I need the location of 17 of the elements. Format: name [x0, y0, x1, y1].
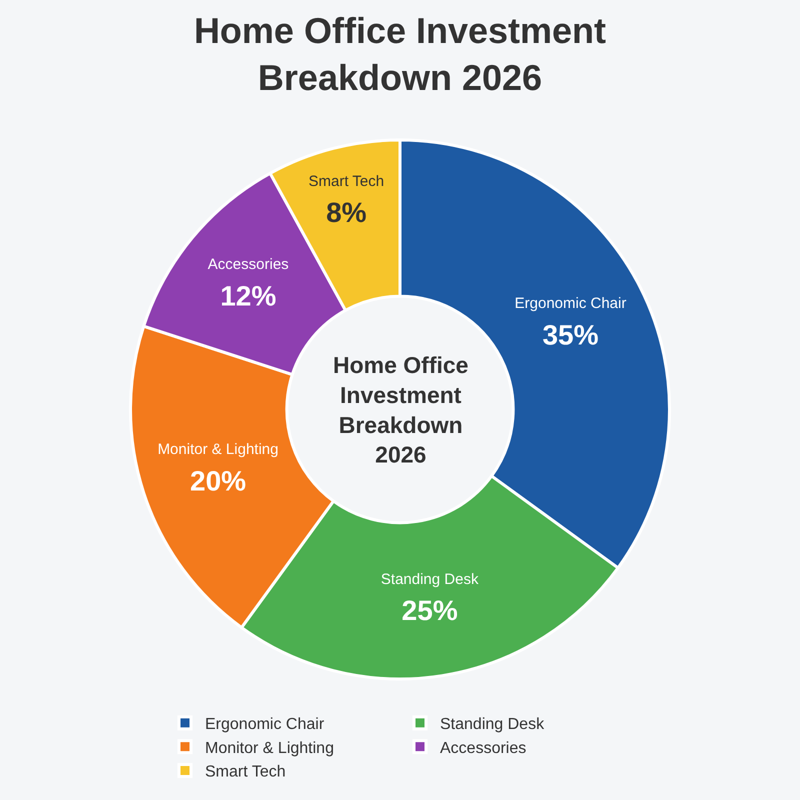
slice-label: Ergonomic Chair — [514, 294, 626, 312]
data-label: 12% — [220, 280, 276, 312]
data-label: 8% — [326, 197, 367, 228]
chart-title: Home Office Investment Breakdown 2026 — [194, 10, 606, 98]
slice-label: Accessories — [208, 256, 289, 274]
text: Home Office Investment Breakdown 2026 — [333, 352, 468, 468]
slice-label: Monitor & Lighting — [158, 440, 278, 458]
data-label: 35% — [542, 319, 599, 350]
data-label: 20% — [190, 465, 246, 496]
legend-label: Standing Desk — [440, 716, 546, 734]
legend-label: Smart Tech — [205, 764, 286, 781]
legend-label: Accessories — [440, 740, 526, 757]
slice-label: Smart Tech — [308, 172, 384, 190]
legend-label: Ergonomic Chair — [205, 716, 325, 734]
data-label: 25% — [402, 595, 458, 626]
slice-label: Standing Desk — [380, 570, 479, 588]
legend-label: Monitor & Lighting — [205, 740, 334, 757]
